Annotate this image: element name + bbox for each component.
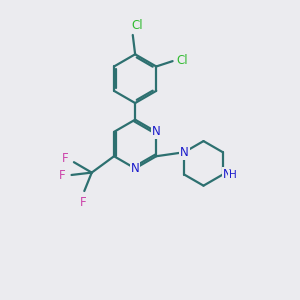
Text: Cl: Cl	[177, 54, 188, 67]
Text: F: F	[59, 169, 65, 182]
Text: N: N	[152, 125, 161, 138]
Text: F: F	[62, 152, 68, 165]
Text: F: F	[80, 196, 86, 209]
Text: N: N	[131, 162, 140, 175]
Text: N: N	[180, 146, 189, 159]
Text: Cl: Cl	[131, 19, 143, 32]
Text: H: H	[229, 170, 237, 180]
Text: N: N	[223, 168, 232, 181]
